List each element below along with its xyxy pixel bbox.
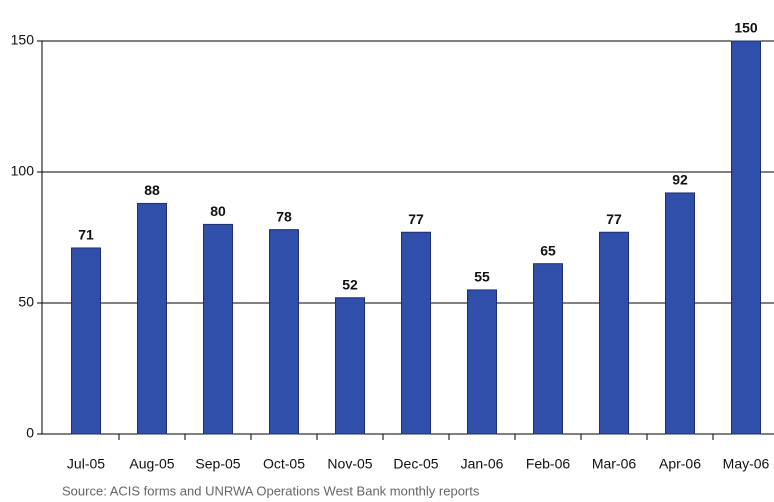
x-tick-label: Jul-05 [67, 456, 105, 472]
value-label: 55 [474, 269, 490, 285]
bar [533, 263, 563, 435]
x-tick-label: Nov-05 [327, 456, 372, 472]
x-tick-label: Feb-06 [526, 456, 571, 472]
x-tick-label: Oct-05 [263, 456, 305, 472]
y-tick-label: 150 [11, 32, 35, 48]
x-tick-label: Aug-05 [129, 456, 174, 472]
x-tick-label: Sep-05 [195, 456, 240, 472]
bar [731, 40, 761, 435]
bar [203, 223, 233, 435]
bar [71, 247, 101, 435]
x-tick-label: Jan-06 [461, 456, 504, 472]
value-label: 52 [342, 276, 358, 292]
value-label: 80 [210, 203, 226, 219]
bar [599, 231, 629, 435]
value-label: 77 [606, 211, 622, 227]
y-tick-label: 0 [26, 425, 34, 441]
value-label: 78 [276, 208, 292, 224]
x-tick-label: Mar-06 [592, 456, 637, 472]
bar [335, 297, 365, 435]
value-label: 150 [734, 20, 758, 36]
bar [401, 231, 431, 435]
x-tick-label: May-06 [723, 456, 770, 472]
bar [467, 289, 497, 435]
source-note: Source: ACIS forms and UNRWA Operations … [62, 483, 480, 498]
value-label: 65 [540, 242, 556, 258]
value-label: 71 [78, 227, 94, 243]
y-tick-label: 50 [18, 294, 34, 310]
bar [137, 202, 167, 435]
y-tick-label: 100 [11, 163, 35, 179]
bar [665, 192, 695, 435]
value-label: 88 [144, 182, 160, 198]
x-tick-label: Dec-05 [393, 456, 438, 472]
value-label: 77 [408, 211, 424, 227]
bar [269, 229, 299, 435]
x-tick-label: Apr-06 [659, 456, 701, 472]
value-label: 92 [672, 172, 688, 188]
